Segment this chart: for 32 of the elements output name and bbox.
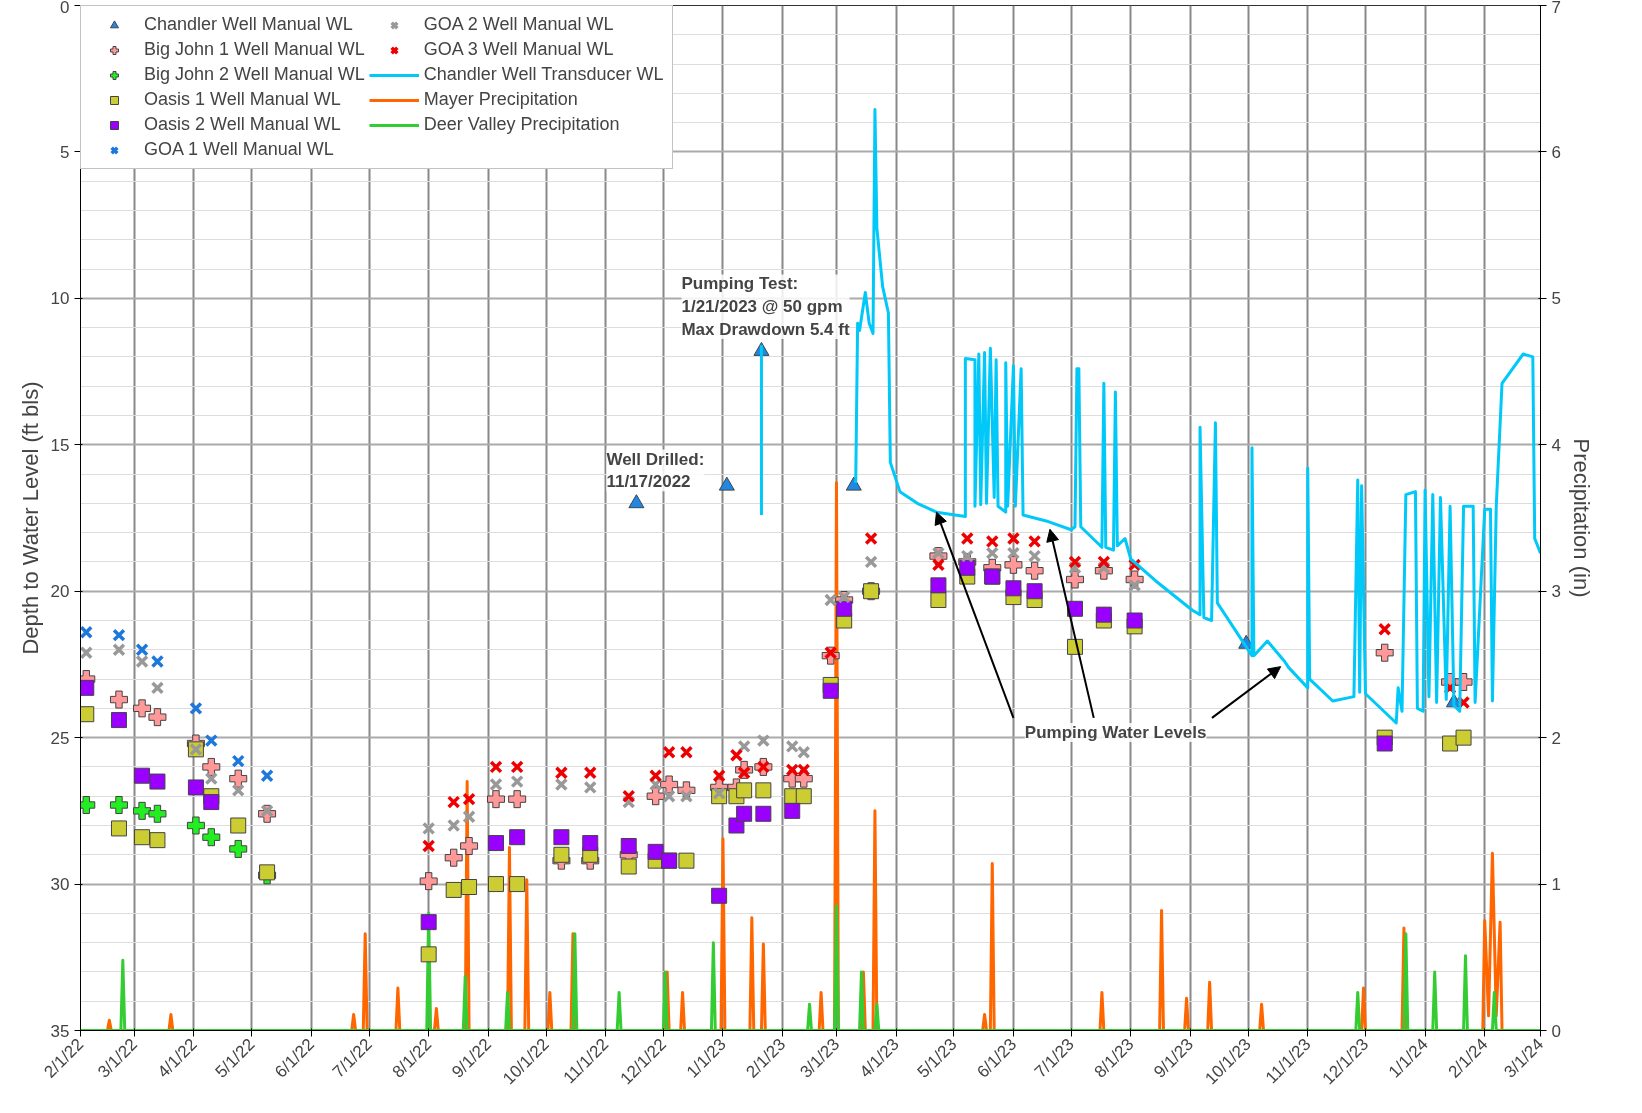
y-tick-label: 30 — [50, 875, 70, 895]
y-tick-label: 35 — [50, 1021, 70, 1041]
y-tick-label: 10 — [50, 289, 70, 309]
y-tick-label: 20 — [50, 582, 70, 602]
annotation: Well Drilled: 11/17/2022 — [606, 449, 705, 492]
legend-label: Deer Valley Precipitation — [423, 114, 620, 135]
legend-label: Oasis 2 Well Manual WL — [144, 114, 341, 135]
legend-label: GOA 1 Well Manual WL — [144, 139, 334, 160]
legend-label: Chandler Well Manual WL — [144, 14, 353, 35]
legend-label: Big John 2 Well Manual WL — [144, 64, 365, 85]
legend-label: GOA 2 Well Manual WL — [423, 14, 614, 35]
y-tick-label: 15 — [50, 435, 70, 455]
y2-tick-label: 6 — [1551, 142, 1561, 162]
legend-label: Mayer Precipitation — [423, 89, 578, 110]
y-tick-label: 0 — [60, 0, 70, 17]
legend-label: Oasis 1 Well Manual WL — [144, 89, 341, 110]
y-axis-title: Depth to Water Level (ft bls) — [17, 381, 43, 655]
y-tick-label: 25 — [50, 728, 70, 748]
y-tick-label: 5 — [60, 142, 70, 162]
y2-tick-label: 5 — [1551, 289, 1561, 309]
y2-tick-label: 2 — [1551, 728, 1561, 748]
annotation: Pumping Water Levels — [1024, 723, 1207, 742]
annotation: Pumping Test: 1/21/2023 @ 50 gpm Max Drawdown 5.4 ft — [681, 274, 850, 340]
legend-label: Chandler Well Transducer WL — [423, 64, 664, 85]
y2-axis-title: Precipitation (in) — [1568, 438, 1594, 598]
legend-label: Big John 1 Well Manual WL — [144, 39, 365, 60]
y2-tick-label: 4 — [1551, 435, 1561, 455]
y2-tick-label: 7 — [1551, 0, 1561, 17]
y2-tick-label: 1 — [1551, 875, 1561, 895]
y2-tick-label: 0 — [1551, 1021, 1561, 1041]
y2-tick-label: 3 — [1551, 582, 1561, 602]
legend-label: GOA 3 Well Manual WL — [423, 39, 614, 60]
